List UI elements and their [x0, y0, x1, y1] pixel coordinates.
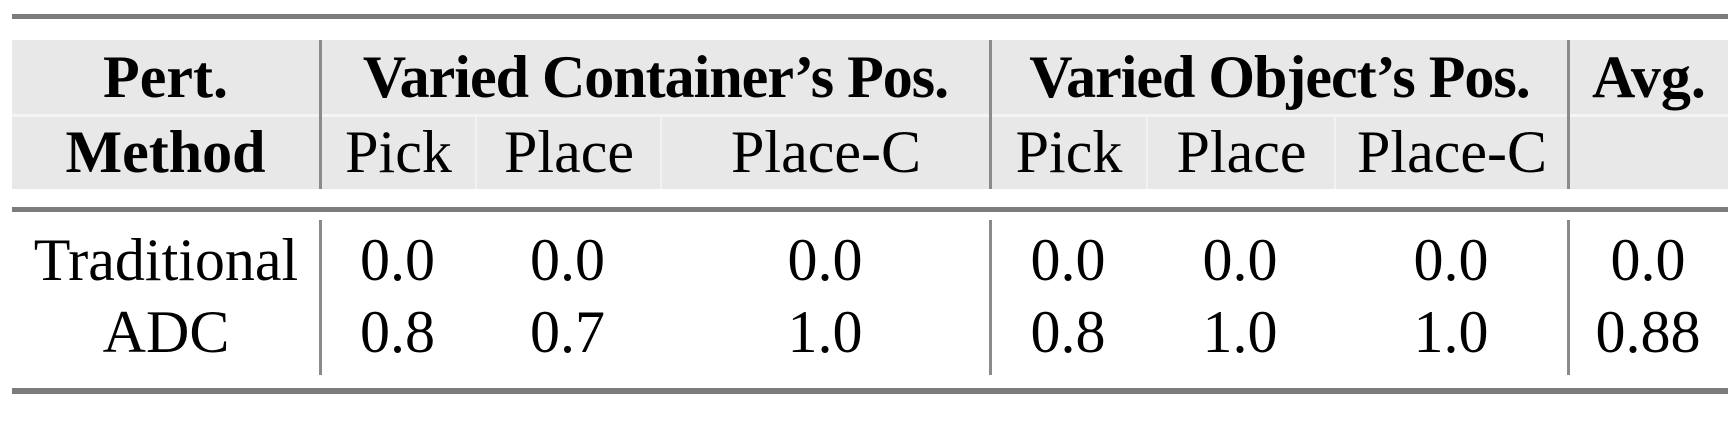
column-divider	[1567, 40, 1570, 189]
column-divider	[1567, 220, 1570, 375]
header-avg: Avg.	[1592, 44, 1706, 110]
header-body-rule	[12, 207, 1728, 212]
data-cell: 0.0	[1030, 227, 1106, 293]
header-pert: Pert.	[103, 44, 228, 110]
header-object-place: Place	[1176, 118, 1307, 185]
data-cell: 0.0	[1413, 227, 1489, 293]
header-object-pick: Pick	[1015, 118, 1123, 185]
header-container-place-c: Place-C	[731, 118, 921, 185]
data-cell: 0.0	[1202, 227, 1278, 293]
column-divider	[319, 40, 322, 189]
header-container-pick: Pick	[345, 118, 452, 185]
data-cell: 1.0	[1202, 299, 1278, 365]
header-cell-gap	[660, 117, 662, 189]
top-rule	[12, 14, 1728, 19]
avg-cell: 0.88	[1595, 299, 1701, 365]
header-method: Method	[65, 118, 266, 185]
table-header: Pert. Varied Container’s Pos. Varied Obj…	[12, 40, 1728, 189]
data-cell: 0.0	[360, 227, 435, 293]
avg-cell: 0.0	[1610, 227, 1686, 293]
data-cell: 0.7	[530, 299, 605, 365]
column-divider	[319, 220, 322, 375]
header-cell-gap	[1146, 117, 1148, 189]
header-cell-gap	[1334, 117, 1336, 189]
header-object-place-c: Place-C	[1357, 118, 1547, 185]
data-cell: 1.0	[787, 299, 863, 365]
method-cell: ADC	[102, 299, 230, 365]
data-cell: 0.8	[1030, 299, 1106, 365]
data-cell: 0.0	[787, 227, 863, 293]
header-row-separator	[12, 114, 1728, 117]
header-group-container: Varied Container’s Pos.	[362, 44, 949, 110]
header-group-object: Varied Object’s Pos.	[1029, 44, 1531, 110]
header-container-place: Place	[504, 118, 634, 185]
data-cell: 0.0	[530, 227, 605, 293]
bottom-rule	[12, 388, 1728, 394]
column-divider	[989, 220, 992, 375]
data-cell: 0.8	[360, 299, 435, 365]
header-cell-gap	[475, 117, 477, 189]
method-cell: Traditional	[33, 227, 299, 293]
column-divider	[989, 40, 992, 189]
data-cell: 1.0	[1413, 299, 1489, 365]
